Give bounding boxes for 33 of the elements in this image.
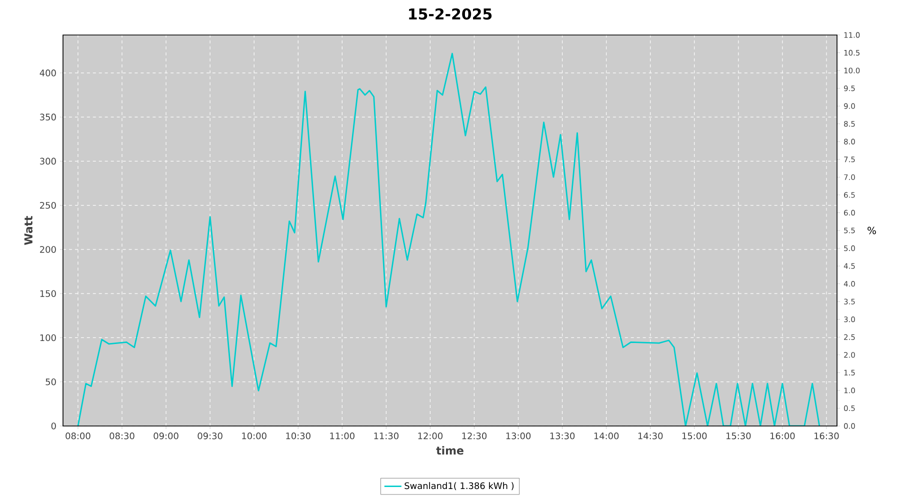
chart-title: 15-2-2025 (409, 8, 492, 20)
y-tick-label: 400 (40, 70, 56, 76)
x-tick-label: 14:30 (638, 432, 663, 440)
x-tick-label: 11:00 (330, 432, 354, 440)
x-tick-label: 12:30 (462, 432, 487, 440)
x-tick-label: 09:30 (198, 432, 222, 440)
y-tick-label: 50 (46, 378, 56, 386)
x-tick-label: 09:00 (154, 432, 178, 440)
y-tick-label: 200 (40, 246, 56, 253)
x-tick-label: 15:30 (726, 432, 751, 440)
y-tick-label: 300 (40, 158, 56, 165)
x-tick-label: 10:30 (286, 432, 310, 440)
y-tick-label: 150 (40, 290, 56, 297)
y-axis-title: Watt (24, 216, 33, 245)
x-tick-label: 16:30 (814, 432, 839, 440)
x-tick-label: 15:00 (682, 432, 707, 440)
y-tick-label: 350 (40, 114, 56, 120)
y-tick-label: 100 (40, 334, 56, 342)
x-tick-label: 08:30 (110, 432, 134, 440)
x-axis-title: time (436, 446, 464, 455)
x-tick-label: 08:00 (66, 432, 90, 440)
x-tick-label: 12:00 (418, 432, 443, 440)
x-tick-label: 13:00 (506, 432, 531, 440)
y-tick-label: 0 (51, 422, 56, 430)
x-tick-label: 14:00 (594, 432, 619, 440)
x-tick-label: 13:30 (550, 432, 575, 440)
x-tick-label: 11:30 (374, 432, 398, 440)
y-tick-label: 250 (40, 202, 56, 209)
legend-label: Swanland1( 1.386 kWh ) (404, 482, 514, 490)
x-tick-label: 10:00 (242, 432, 266, 440)
line-series (77, 52, 820, 426)
y2-axis-title: % (868, 226, 876, 234)
x-tick-label: 16:00 (770, 432, 795, 440)
